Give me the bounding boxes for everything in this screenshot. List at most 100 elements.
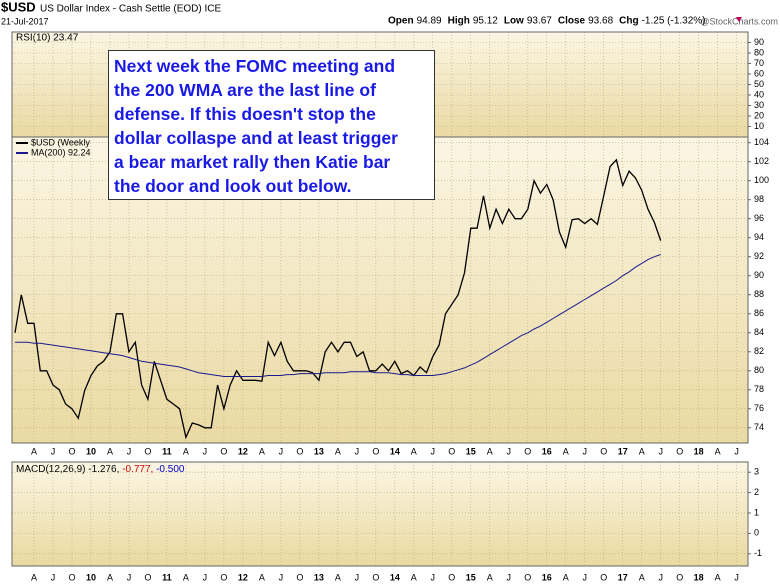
x-tick-label: J (582, 572, 587, 582)
y-tick-label: 20 (754, 110, 764, 120)
symbol-name: US Dollar Index - Cash Settle (EOD) ICE (40, 4, 221, 15)
x-tick-label: O (676, 446, 683, 456)
x-tick-label: A (335, 446, 341, 456)
y-tick-label: 2 (754, 487, 759, 497)
x-tick-label: A (563, 446, 569, 456)
x-tick-label: J (203, 446, 208, 456)
y-tick-label: 84 (754, 327, 764, 337)
x-tick-label: J (507, 446, 512, 456)
annotation: Next week the FOMC meeting and the 200 WM… (108, 50, 435, 200)
x-tick-label: 14 (390, 572, 400, 582)
x-tick-label: 13 (314, 572, 324, 582)
x-tick-label: 18 (694, 446, 704, 456)
y-tick-label: 1 (754, 507, 759, 517)
x-tick-label: O (68, 572, 75, 582)
x-tick-label: O (448, 572, 455, 582)
x-tick-label: J (127, 446, 132, 456)
quote-label: Low (504, 16, 524, 27)
y-tick-label: 0 (754, 528, 759, 538)
x-tick-label: 11 (162, 446, 172, 456)
x-tick-label: A (107, 572, 113, 582)
x-tick-label: J (658, 572, 663, 582)
y-tick-label: 10 (754, 121, 764, 131)
x-tick-label: J (279, 572, 284, 582)
rsi-label: RSI(10) 23.47 (16, 33, 79, 44)
y-tick-label: 94 (754, 232, 764, 242)
x-tick-label: A (411, 446, 417, 456)
x-tick-label: J (507, 572, 512, 582)
x-tick-label: O (372, 446, 379, 456)
annotation-line: a bear market rally then Katie bar (114, 152, 391, 172)
y-tick-label: 90 (754, 37, 764, 47)
y-tick-label: 78 (754, 384, 764, 394)
y-tick-label: 80 (754, 365, 764, 375)
x-tick-label: A (107, 446, 113, 456)
y-tick-label: 98 (754, 194, 764, 204)
x-tick-label: 12 (238, 572, 248, 582)
x-tick-label: O (220, 446, 227, 456)
x-tick-label: J (127, 572, 132, 582)
y-tick-label: 80 (754, 47, 764, 57)
x-tick-label: 14 (390, 446, 400, 456)
x-tick-label: O (296, 446, 303, 456)
quote-label: Open (388, 16, 414, 27)
x-tick-label: A (183, 572, 189, 582)
annotation-line: the door and look out below. (114, 176, 352, 196)
x-tick-label: J (734, 572, 739, 582)
x-tick-label: O (676, 572, 683, 582)
down-arrow (736, 17, 742, 22)
x-tick-label: O (144, 446, 151, 456)
x-tick-label: 17 (618, 446, 628, 456)
x-tick-label: A (563, 572, 569, 582)
x-tick-label: O (524, 446, 531, 456)
quote-value: 94.89 (417, 16, 442, 27)
series-line (15, 254, 661, 377)
y-tick-label: 30 (754, 100, 764, 110)
annotation-line: Next week the FOMC meeting and (114, 56, 396, 76)
x-tick-label: O (600, 572, 607, 582)
annotation-line: the 200 WMA are the last line of (114, 80, 376, 100)
macd-label-part: MACD(12,26,9) -1.276, (16, 464, 119, 475)
x-tick-label: 10 (86, 572, 96, 582)
x-tick-label: A (335, 572, 341, 582)
x-tick-label: 15 (466, 572, 476, 582)
quote-value: 93.67 (527, 16, 552, 27)
x-tick-label: J (431, 446, 436, 456)
x-tick-label: J (51, 446, 56, 456)
annotation-line: dollar collaspe and at least trigger (114, 128, 398, 148)
y-tick-label: 50 (754, 79, 764, 89)
x-tick-label: O (448, 446, 455, 456)
x-tick-label: 12 (238, 446, 248, 456)
x-tick-label: A (259, 446, 265, 456)
y-tick-label: 92 (754, 251, 764, 261)
x-tick-label: J (431, 572, 436, 582)
x-tick-label: A (259, 572, 265, 582)
x-tick-label: J (355, 572, 360, 582)
x-tick-label: J (203, 572, 208, 582)
x-tick-label: A (183, 446, 189, 456)
x-tick-label: J (51, 572, 56, 582)
y-tick-label: 40 (754, 89, 764, 99)
x-tick-label: O (524, 572, 531, 582)
y-tick-label: 82 (754, 346, 764, 356)
symbol: $USD (1, 0, 36, 14)
x-tick-label: A (487, 572, 493, 582)
x-tick-label: A (639, 446, 645, 456)
y-tick-label: 74 (754, 422, 764, 432)
x-tick-label: 18 (694, 572, 704, 582)
date: 21-Jul-2017 (1, 16, 49, 26)
y-tick-label: 102 (754, 156, 769, 166)
y-tick-label: 100 (754, 175, 769, 185)
x-tick-label: 13 (314, 446, 324, 456)
x-tick-label: A (31, 446, 37, 456)
x-tick-label: 10 (86, 446, 96, 456)
x-tick-label: 17 (618, 572, 628, 582)
macd-panel (12, 462, 748, 566)
y-tick-label: 104 (754, 137, 769, 147)
x-tick-label: J (658, 446, 663, 456)
quote-value: -1.25 (-1.32%) (642, 16, 706, 27)
x-tick-label: O (296, 572, 303, 582)
x-tick-label: A (487, 446, 493, 456)
series-line (14, 158, 662, 440)
